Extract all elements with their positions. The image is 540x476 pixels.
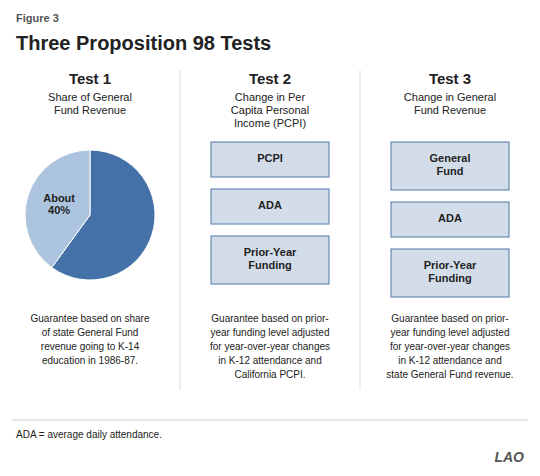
box-label: PCPI	[257, 152, 283, 164]
box	[211, 142, 329, 177]
box-group: Prior-YearFunding	[211, 236, 329, 284]
box-group: Prior-YearFunding	[391, 249, 509, 297]
chart: Figure 3 Three Proposition 98 Tests Test 1…	[0, 0, 540, 476]
pie-slice	[25, 150, 90, 268]
box-group: PCPI	[211, 142, 329, 177]
description: Guarantee based on shareof state General…	[31, 313, 150, 366]
heading: Test 2	[249, 70, 291, 87]
slices	[25, 150, 155, 280]
description: Guarantee based on prior-year funding le…	[210, 313, 330, 380]
subheading: Change in PerCapita PersonalIncome (PCPI…	[231, 91, 309, 129]
heading: Test 1	[69, 70, 111, 87]
box	[211, 189, 329, 224]
box-group: ADA	[211, 189, 329, 224]
box-group: GeneralFund	[391, 142, 509, 190]
divider	[180, 70, 181, 390]
heading: Test 3	[429, 70, 471, 87]
box	[391, 202, 509, 237]
footnote-divider	[12, 420, 528, 421]
title: Three Proposition 98 Tests	[16, 32, 271, 54]
divider	[360, 70, 361, 390]
logo: LAO	[494, 449, 524, 465]
pie: About40%	[25, 150, 155, 280]
box-label: Prior-YearFunding	[424, 259, 477, 284]
figure-label: Figure 3	[16, 12, 59, 24]
box-label: Prior-YearFunding	[244, 246, 297, 271]
box-label: ADA	[258, 199, 282, 211]
box	[211, 236, 329, 284]
box-label: GeneralFund	[430, 152, 471, 177]
footnote: ADA = average daily attendance.	[16, 429, 162, 440]
box-label: ADA	[438, 212, 462, 224]
box	[391, 249, 509, 297]
subheading: Share of GeneralFund Revenue	[48, 91, 132, 116]
subheading: Change in GeneralFund Revenue	[404, 91, 496, 116]
box-group: ADA	[391, 202, 509, 237]
description: Guarantee based on prior-year funding le…	[386, 313, 513, 380]
box	[391, 142, 509, 190]
data-label: About40%	[43, 192, 75, 216]
